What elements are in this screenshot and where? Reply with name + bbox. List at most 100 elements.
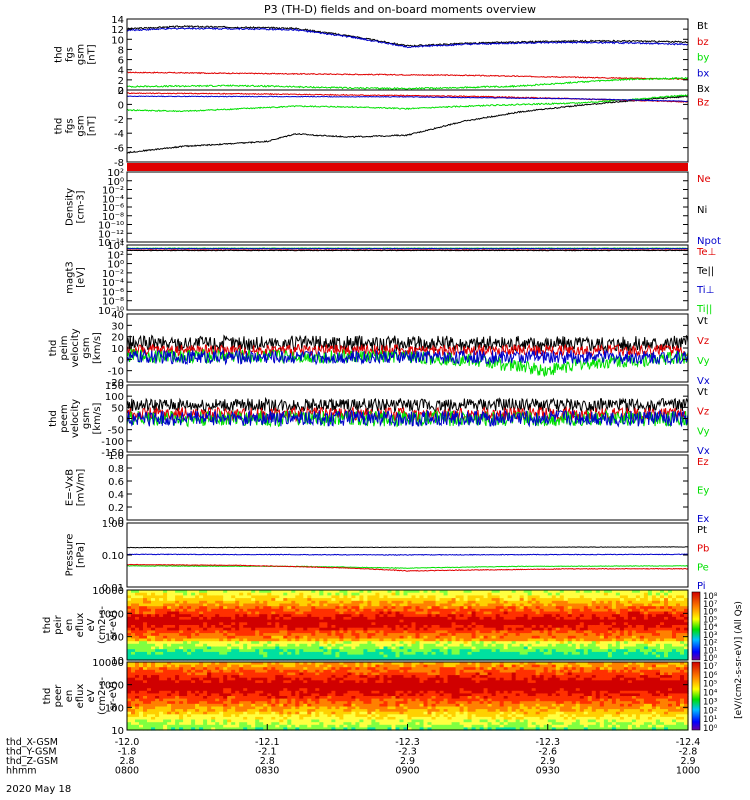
spectrogram-cell — [279, 696, 284, 700]
spectrogram-cell — [171, 595, 176, 599]
y-axis-label: thd — [54, 118, 65, 135]
spectrogram-cell — [239, 603, 244, 607]
spectrogram-cell — [407, 654, 413, 658]
spectrogram-cell — [684, 614, 689, 618]
spectrogram-cell — [243, 701, 248, 705]
spectrogram-cell — [263, 657, 268, 661]
spectrogram-cell — [287, 592, 292, 596]
spectrogram-cell — [547, 619, 553, 623]
spectrogram-cell — [631, 603, 637, 607]
spectrogram-cell — [559, 619, 565, 623]
spectrogram-cell — [547, 630, 553, 634]
spectrogram-cell — [523, 651, 529, 656]
spectrogram-cell — [291, 627, 296, 631]
spectrogram-cell — [539, 641, 545, 645]
spectrogram-cell — [267, 675, 272, 679]
spectrogram-cell — [631, 654, 637, 658]
spectrogram-cell — [507, 654, 513, 658]
spectrogram-cell — [319, 616, 324, 621]
spectrogram-cell — [235, 719, 240, 723]
spectrogram-cell — [227, 669, 232, 673]
spectrogram-cell — [251, 641, 256, 645]
spectrogram-cell — [527, 654, 533, 658]
spectrogram-cell — [575, 649, 581, 653]
spectrogram-cell — [411, 592, 417, 596]
spectrogram-cell — [155, 625, 160, 629]
spectrogram-cell — [519, 641, 525, 645]
spectrogram-cell — [363, 657, 368, 661]
spectrogram-cell — [643, 630, 649, 634]
spectrogram-cell — [247, 651, 252, 656]
spectrogram-cell — [163, 698, 168, 702]
spectrogram-cell — [279, 619, 284, 623]
spectrogram-cell — [271, 716, 276, 721]
spectrogram-cell — [467, 651, 473, 656]
spectrogram-cell — [199, 638, 204, 642]
spectrogram-cell — [684, 606, 689, 610]
spectrogram-cell — [323, 606, 328, 610]
spectrogram-cell — [639, 643, 645, 648]
spectrogram-cell — [151, 672, 156, 676]
spectrogram-cell — [203, 657, 208, 661]
spectrogram-cell — [479, 630, 485, 634]
y-tick-label: 0 — [118, 86, 124, 97]
spectrogram-cell — [407, 606, 413, 610]
spectrogram-cell — [607, 606, 613, 610]
spectrogram-cell — [315, 633, 320, 637]
spectrogram-cell — [647, 603, 653, 607]
spectrogram-cell — [635, 625, 641, 629]
spectrogram-cell — [495, 638, 501, 642]
spectrogram-cell — [239, 606, 244, 610]
spectrogram-cell — [283, 696, 288, 700]
spectrogram-cell — [231, 669, 236, 673]
spectrogram-cell — [375, 649, 380, 653]
y-tick-label: 10 — [111, 656, 124, 667]
spectrogram-cell — [167, 696, 172, 700]
spectrogram-cell — [539, 635, 545, 640]
spectrogram-cell — [227, 719, 232, 723]
spectrogram-cell — [355, 641, 360, 645]
spectrogram-cell — [163, 722, 168, 726]
spectrogram-cell — [187, 675, 192, 679]
spectrogram-cell — [227, 651, 232, 656]
spectrogram-cell — [463, 627, 469, 631]
spectrogram-cell — [359, 608, 364, 613]
spectrogram-cell — [295, 616, 300, 621]
spectrogram-cell — [579, 619, 585, 623]
spectrogram-cell — [255, 590, 260, 594]
spectrogram-cell — [391, 616, 397, 621]
spectrogram-cell — [539, 595, 545, 599]
spectrogram-cell — [223, 690, 228, 694]
spectrogram-cell — [463, 641, 469, 645]
spectrogram-cell — [303, 625, 308, 629]
spectrogram-cell — [311, 606, 316, 610]
spectrogram-cell — [135, 643, 140, 648]
spectrogram-cell — [587, 608, 593, 613]
spectrogram-cell — [595, 600, 601, 605]
spectrogram-cell — [175, 685, 180, 689]
spectrogram-cell — [643, 654, 649, 658]
spectrogram-cell — [171, 685, 176, 689]
spectrogram-cell — [403, 651, 409, 656]
spectrogram-cell — [167, 598, 172, 602]
spectrogram-cell — [143, 703, 148, 707]
spectrogram-cell — [375, 641, 380, 645]
spectrogram-cell — [231, 595, 236, 599]
legend-Vy: Vy — [697, 426, 710, 437]
spectrogram-cell — [339, 633, 344, 637]
spectrogram-cell — [187, 638, 192, 642]
spectrogram-cell — [243, 722, 248, 726]
spectrogram-cell — [171, 643, 176, 648]
spectrogram-cell — [179, 641, 184, 645]
spectrogram-cell — [219, 619, 224, 623]
spectrogram-cell — [423, 590, 429, 594]
spectrogram-cell — [443, 649, 449, 653]
spectrogram-cell — [387, 592, 393, 596]
spectrogram-cell — [439, 606, 445, 610]
spectrogram-cell — [383, 619, 389, 623]
spectrogram-cell — [147, 672, 152, 676]
spectrogram-cell — [155, 651, 160, 656]
spectrogram-cell — [219, 680, 224, 684]
spectrogram-cell — [631, 592, 637, 596]
spectrogram-cell — [435, 638, 441, 642]
